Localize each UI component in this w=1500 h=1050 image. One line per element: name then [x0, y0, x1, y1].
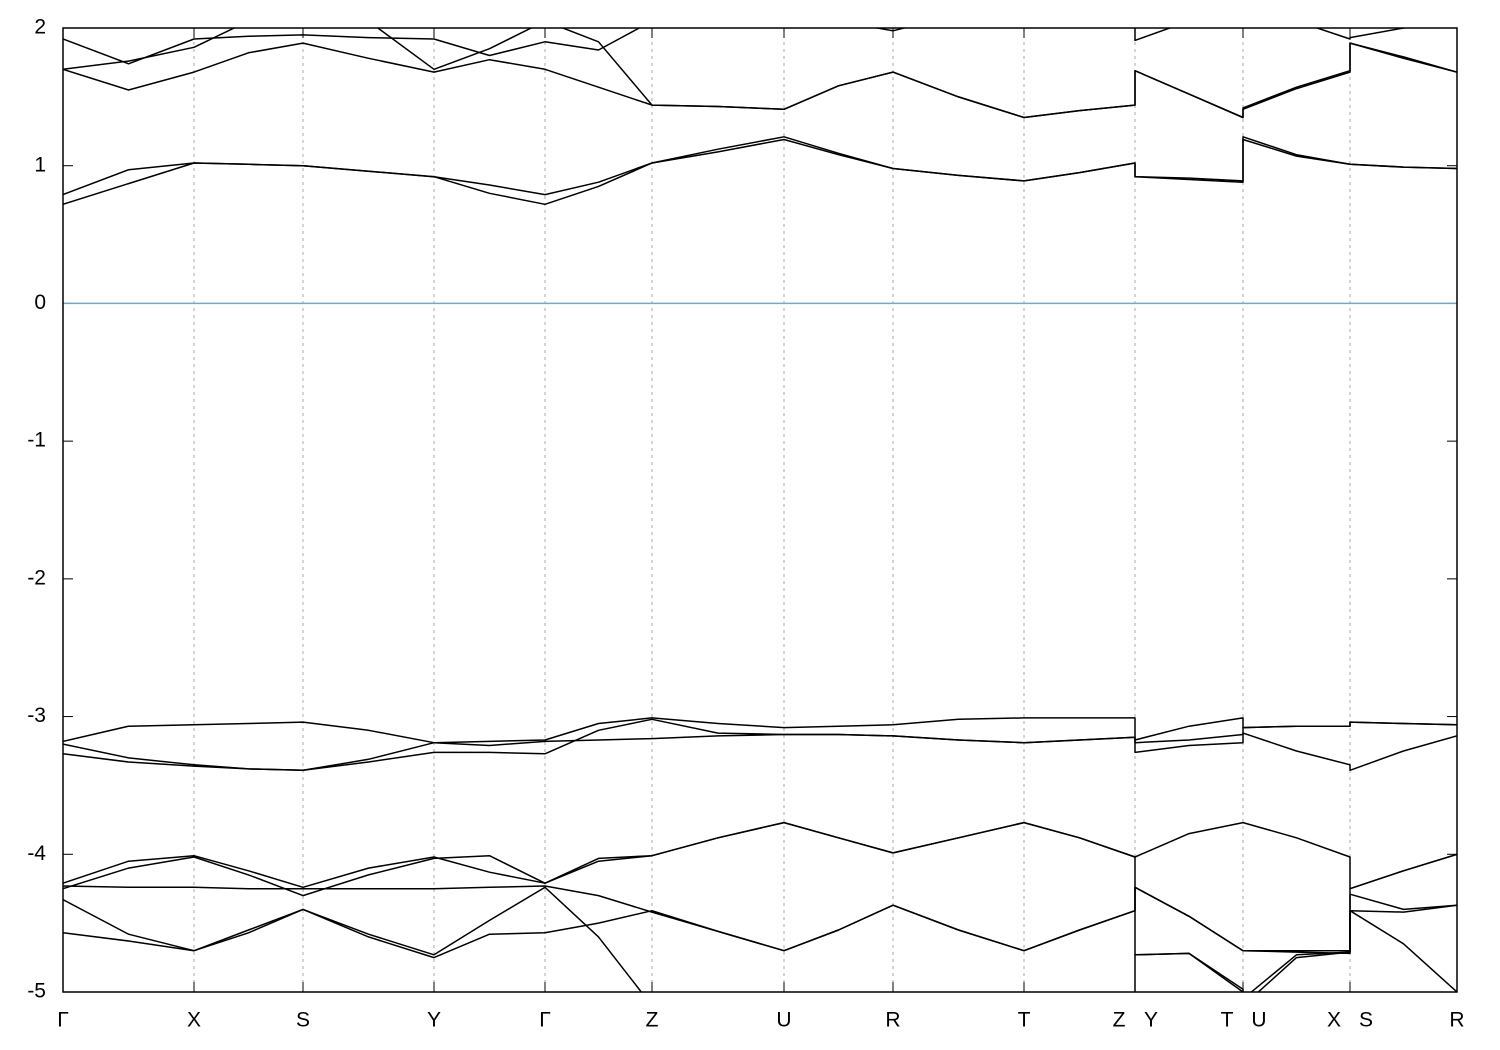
- bands: [63, 28, 1457, 992]
- band-line: [63, 886, 1457, 992]
- band-line: [63, 28, 1457, 119]
- x-tick-label: Γ: [539, 1009, 551, 1032]
- band-line: [63, 28, 1410, 65]
- x-tick-label: Z: [1113, 1009, 1126, 1032]
- x-tick-label: U: [776, 1009, 791, 1032]
- band-line: [63, 136, 1457, 206]
- x-tick-label: X: [187, 1009, 201, 1032]
- band-line: [63, 721, 1457, 772]
- band-line: [63, 821, 1457, 890]
- y-tick-label: 1: [34, 153, 46, 176]
- plot-frame: [62, 27, 1458, 993]
- x-tick-label: Z: [646, 1009, 659, 1032]
- x-tick-label: U: [1251, 1009, 1266, 1032]
- x-tick-label: T: [1018, 1009, 1031, 1032]
- band-line: [63, 136, 1457, 196]
- x-tick-label: R: [1449, 1009, 1464, 1032]
- y-tick-label: 2: [34, 16, 46, 39]
- x-tick-label: Γ: [57, 1009, 69, 1032]
- band-line: [63, 717, 1457, 744]
- x-tick-label: X: [1327, 1009, 1341, 1032]
- band-line: [63, 821, 1457, 992]
- y-tick-label: 0: [34, 291, 46, 314]
- band-line: [63, 886, 1457, 959]
- x-tick-label: Y: [427, 1009, 441, 1032]
- x-tick-label: S: [1359, 1009, 1373, 1032]
- y-tick-label: -3: [27, 704, 46, 727]
- x-tick-label: R: [885, 1009, 900, 1032]
- x-tick-label: T: [1221, 1009, 1234, 1032]
- y-tick-label: -2: [27, 566, 46, 589]
- y-tick-label: -5: [27, 980, 46, 1003]
- x-tick-label: S: [296, 1009, 310, 1032]
- band-line: [63, 885, 1457, 952]
- x-tick-label: Y: [1144, 1009, 1158, 1032]
- y-tick-label: -4: [27, 842, 46, 865]
- y-tick-label: -1: [27, 429, 46, 452]
